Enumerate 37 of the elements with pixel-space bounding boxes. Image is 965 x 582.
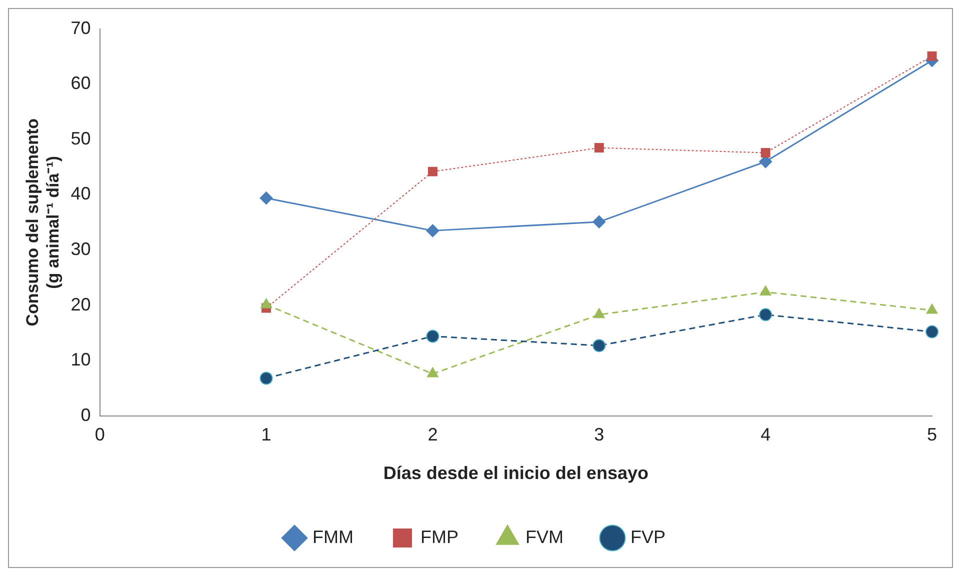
point [593,308,605,318]
point [759,308,772,322]
point [426,330,440,343]
point [592,215,606,228]
y-tick-label: 70 [70,18,91,38]
point [260,372,273,385]
point [426,224,440,238]
y-axis-title: Consumo del suplemento (g animal⁻¹ día⁻¹) [22,118,62,326]
x-tick-label: 5 [926,424,938,445]
x-tick-label: 4 [760,424,771,445]
y-tick-label: 20 [70,294,91,314]
y-tick-label: 50 [70,128,91,148]
legend-label: FVP [630,526,666,547]
point [760,148,770,158]
x-tick-label: 2 [428,424,438,445]
y-tick-label: 30 [70,238,91,259]
point [260,192,273,205]
x-axis-title: Días desde el inicio del ensayo [383,463,648,484]
x-tick-label: 3 [594,424,604,445]
point [426,367,438,378]
point [260,298,272,308]
legend-label: FMP [420,526,458,547]
x-tick-label: 0 [94,424,105,445]
y-tick-label: 0 [80,404,91,425]
point [592,339,606,352]
point [927,51,937,61]
y-tick-label: 10 [70,350,91,370]
y-tick-label: 40 [70,184,91,204]
point [926,325,938,338]
legend-label: FVM [525,526,564,547]
point [594,143,604,153]
point [926,304,938,314]
x-tick-label: 1 [261,424,272,445]
legend-label: FMM [312,526,354,547]
point [760,286,772,296]
y-tick-label: 60 [70,73,91,94]
point [428,166,438,176]
